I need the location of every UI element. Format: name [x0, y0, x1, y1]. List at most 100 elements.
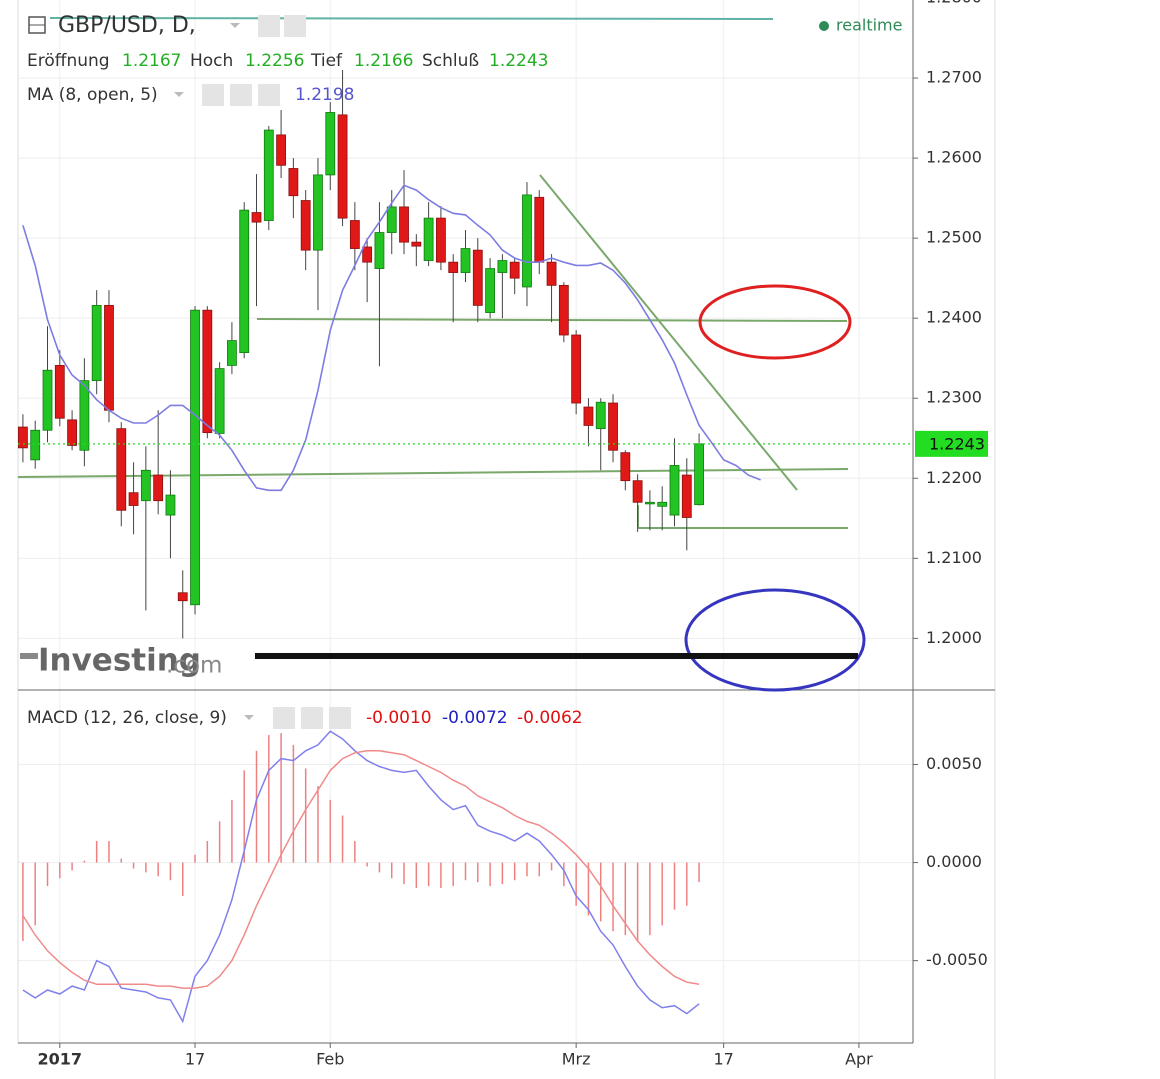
- settings-icon[interactable]: [284, 15, 306, 37]
- blue-ellipse: [684, 588, 866, 692]
- settings-icon[interactable]: [301, 707, 323, 729]
- ohlc-label: Tief: [310, 51, 343, 71]
- candle-body: [337, 114, 348, 219]
- candle-body: [153, 474, 164, 502]
- x-tick-label: 2017: [38, 1050, 83, 1069]
- dropdown-arrow[interactable]: [174, 92, 184, 97]
- candle-body: [472, 249, 483, 306]
- candle-body: [645, 501, 655, 505]
- candle-body: [54, 365, 65, 419]
- candle-body: [571, 334, 582, 404]
- eye-icon[interactable]: [258, 15, 280, 37]
- candle-body: [497, 260, 508, 273]
- candle-body: [227, 340, 237, 366]
- y-tick-label: 1.2700: [926, 68, 982, 87]
- candle-body: [608, 402, 618, 451]
- ohlc-value: 1.2167: [122, 51, 181, 71]
- x-tick-label: Mrz: [562, 1050, 591, 1069]
- candle-body: [30, 429, 41, 461]
- ma-legend: MA (8, open, 5): [27, 85, 158, 105]
- candle-body: [509, 261, 520, 279]
- y-tick-label: 1.2000: [926, 628, 982, 647]
- candle-body: [558, 284, 569, 336]
- x-tick-label: Apr: [845, 1050, 873, 1069]
- candle-body: [485, 268, 495, 313]
- ma-value: 1.2198: [295, 85, 354, 105]
- ohlc-label: Hoch: [190, 51, 233, 71]
- candle-body: [546, 261, 557, 286]
- candle-body: [104, 304, 114, 411]
- candle-body: [202, 309, 213, 434]
- candle-body: [460, 248, 471, 273]
- drawing-line: [49, 17, 774, 20]
- ma-line: [22, 184, 761, 492]
- close-icon[interactable]: [258, 84, 280, 106]
- watermark-suffix: .com: [166, 653, 222, 679]
- candle-body: [214, 368, 225, 434]
- candle-body: [595, 401, 606, 430]
- candle-body: [276, 134, 286, 166]
- y-tick-label: 1.2400: [926, 308, 982, 327]
- last-price-box: [915, 430, 988, 457]
- macd-value: -0.0010: [366, 708, 432, 728]
- x-tick-label: 17: [185, 1050, 205, 1069]
- watermark-bar: [20, 653, 38, 659]
- settings-icon[interactable]: [230, 84, 252, 106]
- candle-body: [522, 194, 532, 288]
- y-tick-label: 0.0050: [926, 754, 982, 773]
- candle-body: [448, 261, 459, 273]
- candle-body: [386, 206, 397, 233]
- candle-body: [436, 217, 446, 263]
- dropdown-arrow[interactable]: [244, 715, 254, 720]
- candle-body: [288, 168, 299, 197]
- candle-body: [300, 200, 311, 251]
- candle-body: [140, 469, 151, 502]
- candle-body: [694, 443, 704, 506]
- candle-body: [42, 369, 53, 431]
- candle-body: [91, 304, 102, 382]
- macd-legend: MACD (12, 26, close, 9): [27, 708, 227, 728]
- dropdown-arrow[interactable]: [230, 23, 240, 28]
- macd-line: [22, 750, 700, 989]
- candle-body: [583, 406, 594, 426]
- candle-body: [325, 112, 336, 176]
- candle-body: [165, 494, 176, 516]
- ohlc-value: 1.2243: [489, 51, 548, 71]
- y-tick-label: 1.2300: [926, 388, 982, 407]
- candle-body: [681, 474, 692, 518]
- candle-body: [399, 206, 409, 243]
- status: realtime: [836, 16, 902, 35]
- candle-body: [128, 492, 139, 506]
- candle-body: [620, 452, 631, 482]
- y-tick-label: 1.2800: [926, 0, 982, 6]
- candle-body: [67, 419, 77, 446]
- candle-body: [423, 217, 434, 261]
- trend-line: [539, 174, 798, 491]
- candle-body: [374, 232, 385, 269]
- candle-body: [669, 465, 680, 516]
- close-icon[interactable]: [329, 707, 351, 729]
- ohlc-label: Eröffnung: [27, 51, 110, 71]
- y-tick-label: 0.0000: [926, 852, 982, 871]
- candle-body: [190, 309, 200, 606]
- macd-line: [22, 730, 700, 1024]
- candle-body: [632, 480, 643, 503]
- y-tick-label: -0.0050: [926, 950, 988, 969]
- ohlc-value: 1.2166: [354, 51, 413, 71]
- symbol-title: GBP/USD, D,: [58, 13, 196, 38]
- y-tick-label: 1.2600: [926, 148, 982, 167]
- ohlc-label: Schluß: [422, 51, 479, 71]
- x-tick-label: Feb: [316, 1050, 344, 1069]
- red-ellipse: [698, 284, 852, 360]
- candle-body: [251, 212, 262, 223]
- candle-body: [349, 220, 360, 249]
- eye-icon[interactable]: [202, 84, 224, 106]
- candle-body: [534, 196, 545, 263]
- candle-body: [263, 129, 274, 221]
- candle-body: [18, 426, 28, 449]
- candle-body: [79, 380, 90, 451]
- x-tick-label: 17: [713, 1050, 733, 1069]
- eye-icon[interactable]: [273, 707, 295, 729]
